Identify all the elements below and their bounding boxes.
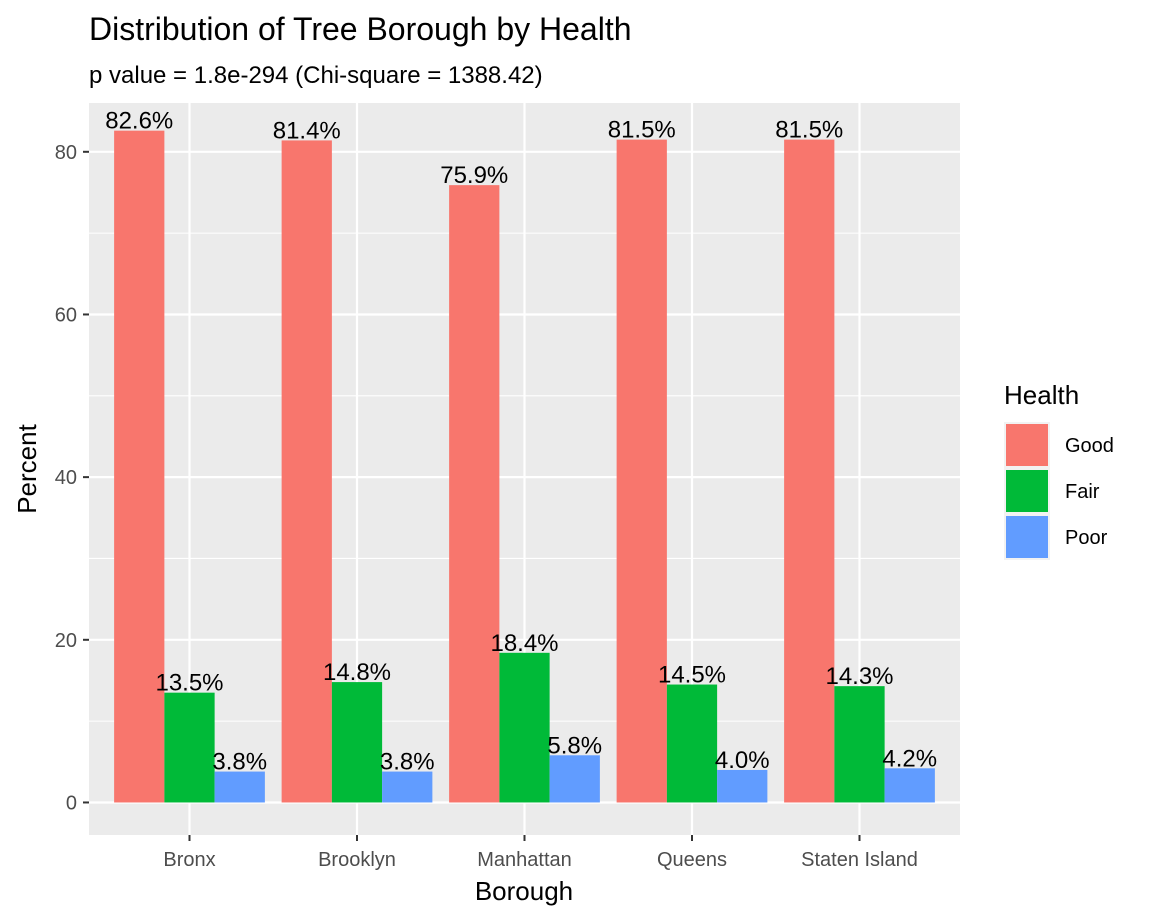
y-tick-label: 20 bbox=[55, 630, 77, 652]
bar-data-label: 81.5% bbox=[608, 117, 676, 144]
bar-data-label: 82.6% bbox=[105, 108, 173, 135]
legend-label: Good bbox=[1065, 435, 1114, 457]
y-tick-label: 60 bbox=[55, 304, 77, 326]
legend: Health Good Fair Poor bbox=[1004, 380, 1114, 560]
bar-data-label: 18.4% bbox=[490, 630, 558, 657]
bar-fair bbox=[331, 682, 383, 803]
bar-good bbox=[114, 130, 165, 803]
bar-data-label: 81.4% bbox=[273, 117, 341, 144]
y-tick-label: 0 bbox=[66, 792, 77, 814]
y-tick-label: 80 bbox=[55, 142, 77, 164]
chart-title: Distribution of Tree Borough by Health bbox=[89, 11, 632, 47]
bar-data-label: 4.0% bbox=[715, 747, 770, 774]
legend-label: Fair bbox=[1065, 481, 1100, 503]
bar-fair bbox=[666, 684, 718, 803]
bar-data-label: 3.8% bbox=[212, 749, 267, 776]
bar-poor bbox=[884, 768, 935, 803]
bar-data-label: 81.5% bbox=[775, 117, 843, 144]
bar-good bbox=[616, 139, 667, 803]
bar-poor bbox=[549, 755, 600, 803]
bar-fair bbox=[499, 652, 550, 803]
bar-poor bbox=[382, 771, 433, 803]
legend-title: Health bbox=[1004, 380, 1079, 410]
x-tick-label: Bronx bbox=[163, 849, 215, 871]
x-tick-label: Staten Island bbox=[801, 849, 918, 871]
x-tick-label: Brooklyn bbox=[318, 849, 396, 871]
bar-data-label: 75.9% bbox=[440, 162, 508, 189]
y-tick-label: 40 bbox=[55, 467, 77, 489]
bar-poor bbox=[214, 771, 265, 803]
bar-data-label: 4.2% bbox=[882, 745, 937, 772]
y-axis-title: Percent bbox=[12, 423, 42, 513]
bars bbox=[114, 130, 935, 803]
bar-fair bbox=[164, 692, 215, 803]
bar-data-label: 13.5% bbox=[155, 670, 223, 697]
bar-good bbox=[281, 140, 332, 803]
bar-data-label: 5.8% bbox=[547, 732, 602, 759]
legend-key-fair bbox=[1006, 470, 1048, 512]
bar-data-label: 14.3% bbox=[825, 663, 893, 690]
bar-labels: 82.6% 81.4% 75.9% 81.5% 81.5% 13.5% 14.8% 18.4%… bbox=[105, 108, 937, 776]
x-axis: Bronx Brooklyn Manhattan Queens Staten Islan… bbox=[163, 835, 918, 871]
x-axis-title: Borough bbox=[475, 876, 573, 906]
y-axis: 0 20 40 60 80 bbox=[55, 142, 89, 814]
bar-good bbox=[449, 185, 500, 803]
x-tick-label: Queens bbox=[657, 849, 727, 871]
legend-key-poor bbox=[1006, 516, 1048, 558]
bar-fair bbox=[834, 686, 885, 803]
bar-good bbox=[784, 139, 835, 803]
bar-data-label: 14.5% bbox=[658, 662, 726, 689]
bar-data-label: 14.8% bbox=[323, 659, 391, 686]
x-tick-label: Manhattan bbox=[477, 849, 572, 871]
legend-label: Poor bbox=[1065, 527, 1108, 549]
chart-subtitle: p value = 1.8e-294 (Chi-square = 1388.42… bbox=[89, 62, 543, 89]
bar-data-label: 3.8% bbox=[380, 749, 435, 776]
legend-key-good bbox=[1006, 424, 1048, 466]
bar-poor bbox=[717, 769, 768, 803]
